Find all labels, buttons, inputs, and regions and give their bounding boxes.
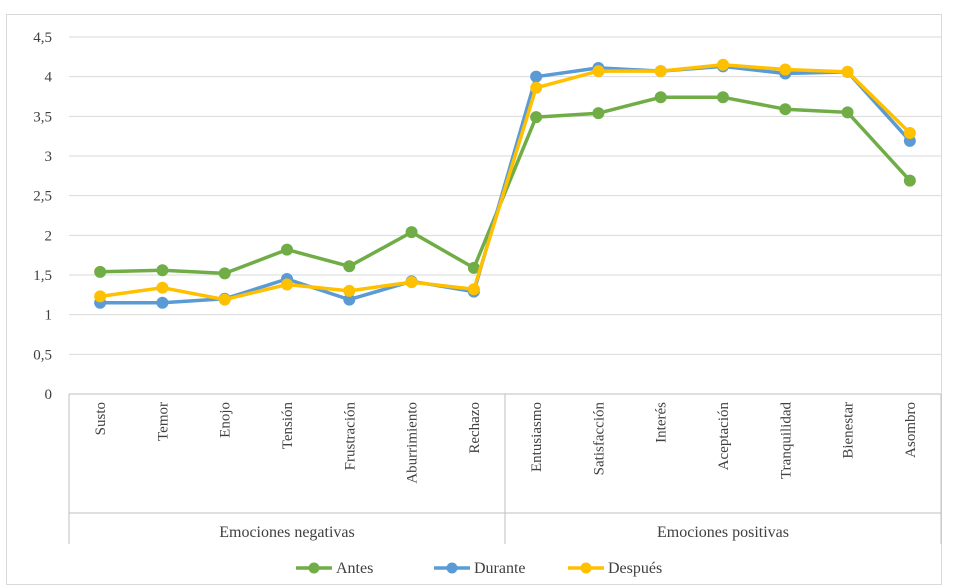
y-tick-label: 2 xyxy=(45,228,53,244)
legend-marker-después xyxy=(580,562,592,574)
data-point-después xyxy=(841,65,854,78)
series-line-después xyxy=(98,63,912,302)
legend-label: Antes xyxy=(336,560,373,577)
data-point-antes xyxy=(218,267,231,280)
data-point-antes xyxy=(343,260,356,273)
y-tick-label: 0,5 xyxy=(33,347,52,363)
x-tick-label: Asombro xyxy=(903,402,919,458)
data-point-antes xyxy=(156,264,169,277)
data-point-después xyxy=(156,281,169,294)
y-tick-label: 2,5 xyxy=(33,189,52,205)
data-point-antes xyxy=(530,111,543,124)
data-point-después xyxy=(592,65,605,78)
legend-label: Durante xyxy=(474,560,526,577)
data-point-después xyxy=(281,278,293,291)
data-point-antes xyxy=(654,91,667,104)
data-point-antes xyxy=(717,91,729,104)
x-tick-label: Enojo xyxy=(218,402,234,438)
axes: 0 0,5 1 1,5 2 2,5 3 3,5 4 4,5 Susto Temor Enojo Tensi… xyxy=(33,30,942,544)
legend-label: Después xyxy=(608,560,662,577)
y-tick-label: 3 xyxy=(45,149,53,165)
chart-border xyxy=(6,14,942,585)
category-group-label: Emociones negativas xyxy=(219,524,355,541)
data-point-antes xyxy=(779,103,792,116)
data-point-después xyxy=(654,65,667,78)
x-tick-label: Aburrimiento xyxy=(405,402,421,484)
data-point-antes xyxy=(903,174,916,187)
x-tick-label: Susto xyxy=(93,402,109,435)
y-tick-label: 0 xyxy=(45,387,53,403)
x-tick-label: Frustración xyxy=(342,402,358,471)
x-tick-label: Bienestar xyxy=(841,402,857,459)
data-point-después xyxy=(903,126,916,139)
data-point-después xyxy=(343,284,356,297)
data-point-antes xyxy=(94,265,107,278)
legend: Antes Durante Después xyxy=(296,560,662,577)
data-point-después xyxy=(467,283,480,296)
gridlines xyxy=(69,36,941,355)
y-tick-label: 1,5 xyxy=(33,268,52,284)
y-tick-label: 1 xyxy=(45,308,53,324)
x-tick-label: Tensión xyxy=(280,402,296,450)
x-tick-label: Rechazo xyxy=(467,402,483,454)
data-point-antes xyxy=(405,226,418,239)
data-point-antes xyxy=(592,107,605,120)
data-point-antes xyxy=(281,243,293,256)
x-tick-label: Temor xyxy=(155,402,171,441)
legend-marker-antes xyxy=(308,562,320,574)
x-tick-label: Tranquilidad xyxy=(778,402,794,479)
data-point-después xyxy=(94,290,107,303)
y-tick-label: 3,5 xyxy=(33,109,52,125)
data-point-después xyxy=(779,63,792,76)
data-point-después xyxy=(717,58,729,71)
x-tick-label: Satisfacción xyxy=(591,402,607,476)
data-point-durante xyxy=(530,70,543,83)
category-group-label: Emociones positivas xyxy=(657,524,789,541)
x-tick-label: Aceptación xyxy=(716,402,732,471)
x-tick-label: Entusiasmo xyxy=(529,402,545,472)
series-lines xyxy=(94,58,916,309)
data-point-después xyxy=(218,293,231,306)
data-point-durante xyxy=(156,296,169,309)
data-point-después xyxy=(405,276,418,289)
legend-marker-durante xyxy=(446,562,458,574)
y-tick-label: 4 xyxy=(45,70,53,86)
data-point-después xyxy=(530,81,543,94)
y-tick-label: 4,5 xyxy=(33,30,52,46)
data-point-antes xyxy=(841,106,854,119)
x-tick-label: Interés xyxy=(654,402,670,443)
